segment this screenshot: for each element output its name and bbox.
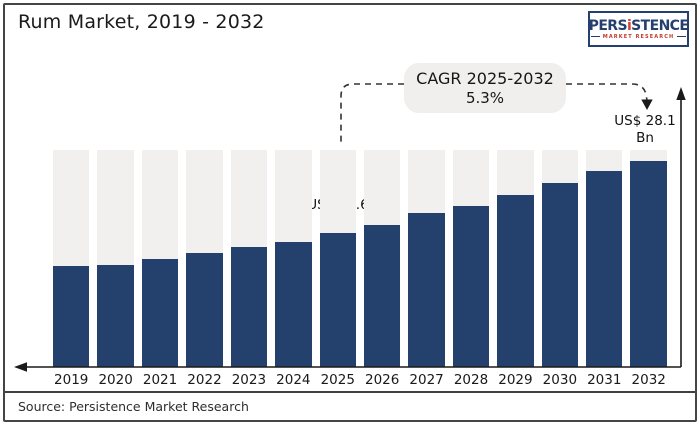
bar-chart-area: [53, 150, 667, 367]
bar-track-2020: [97, 150, 134, 367]
logo-brand-text: PERSiSTENCE: [588, 17, 689, 34]
bar-2022: [186, 252, 223, 367]
bar-track-2025: [319, 150, 356, 367]
x-tick-2020: 2020: [98, 372, 133, 388]
cagr-arrow-icon: [641, 99, 653, 110]
bar-2025: [319, 232, 356, 367]
x-tick-2032: 2032: [631, 372, 666, 388]
bar-2029: [497, 194, 534, 367]
bar-2030: [541, 182, 579, 367]
bar-2028: [452, 205, 490, 367]
x-axis-arrow-icon: [14, 362, 27, 372]
bar-track-2031: [586, 150, 623, 367]
bar-2021: [141, 259, 179, 367]
x-tick-2021: 2021: [142, 372, 178, 388]
bar-track-2027: [408, 150, 445, 367]
bar-track-2024: [275, 150, 312, 367]
x-tick-2019: 2019: [54, 372, 89, 388]
footer-divider: [5, 391, 695, 393]
cagr-value-label: 5.3%: [465, 88, 505, 107]
cagr-connector-left: [340, 83, 404, 145]
bar-2031: [586, 171, 623, 367]
bar-track-2032: [630, 150, 667, 367]
x-tick-2030: 2030: [542, 372, 578, 388]
x-tick-2031: 2031: [587, 372, 622, 388]
bar-track-2028: [452, 150, 490, 367]
bar-track-2019: [53, 150, 90, 367]
bar-2019: [53, 266, 90, 367]
tagline-left-line: [590, 36, 600, 37]
chart-title: Rum Market, 2019 - 2032: [18, 11, 265, 33]
x-tick-2027: 2027: [409, 372, 444, 388]
persistence-logo: PERSiSTENCE MARKET RESEARCH: [588, 11, 689, 47]
x-tick-2024: 2024: [276, 372, 311, 388]
y-axis-arrow-icon: [676, 87, 686, 100]
bar-2032: [630, 161, 667, 367]
bar-track-2022: [186, 150, 223, 367]
x-tick-2023: 2023: [231, 372, 267, 388]
bar-2023: [230, 246, 268, 367]
bar-2026: [363, 224, 401, 367]
cagr-range-label: CAGR 2025-2032: [416, 68, 554, 88]
bar-track-2021: [141, 150, 179, 367]
source-note: Source: Persistence Market Research: [18, 399, 249, 414]
cagr-connector-right: [566, 83, 648, 102]
bar-track-2030: [541, 150, 579, 367]
x-tick-2029: 2029: [498, 372, 533, 388]
bar-track-2023: [230, 150, 268, 367]
cagr-annotation-pill: CAGR 2025-2032 5.3%: [404, 63, 566, 113]
x-tick-2022: 2022: [187, 372, 222, 388]
bar-track-2026: [363, 150, 401, 367]
value-label-2032: US$ 28.1 Bn: [614, 113, 676, 146]
x-tick-2028: 2028: [453, 372, 489, 388]
logo-red-i: i: [626, 17, 632, 34]
bar-2020: [97, 264, 134, 367]
x-tick-2026: 2026: [364, 372, 400, 388]
bar-track-2029: [497, 150, 534, 367]
x-tick-2025: 2025: [320, 372, 355, 388]
logo-tagline: MARKET RESEARCH: [590, 34, 687, 40]
bar-2024: [275, 241, 312, 367]
bar-2027: [408, 213, 445, 367]
tagline-right-line: [677, 36, 687, 37]
x-axis-labels: 2019 2020 2021 2022 2023 2024 2025 2026 2027 2028…: [53, 372, 667, 388]
